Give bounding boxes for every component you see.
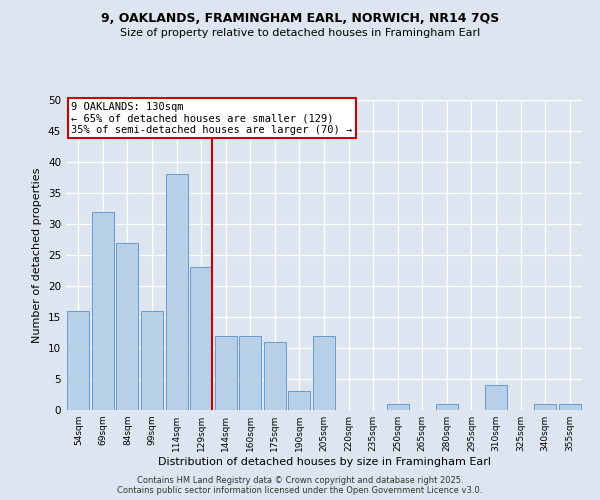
Text: 9, OAKLANDS, FRAMINGHAM EARL, NORWICH, NR14 7QS: 9, OAKLANDS, FRAMINGHAM EARL, NORWICH, N… [101, 12, 499, 26]
Bar [92, 212, 114, 410]
Bar [559, 404, 581, 410]
Bar [166, 174, 188, 410]
Bar [289, 392, 310, 410]
Bar [141, 311, 163, 410]
Text: Size of property relative to detached houses in Framingham Earl: Size of property relative to detached ho… [120, 28, 480, 38]
Bar [534, 404, 556, 410]
Bar [67, 311, 89, 410]
Text: Contains HM Land Registry data © Crown copyright and database right 2025.
Contai: Contains HM Land Registry data © Crown c… [118, 476, 482, 495]
X-axis label: Distribution of detached houses by size in Framingham Earl: Distribution of detached houses by size … [157, 457, 491, 467]
Text: 9 OAKLANDS: 130sqm
← 65% of detached houses are smaller (129)
35% of semi-detach: 9 OAKLANDS: 130sqm ← 65% of detached hou… [71, 102, 352, 134]
Bar [313, 336, 335, 410]
Bar [386, 404, 409, 410]
Bar [239, 336, 262, 410]
Bar [116, 242, 139, 410]
Y-axis label: Number of detached properties: Number of detached properties [32, 168, 43, 342]
Bar [190, 268, 212, 410]
Bar [485, 385, 507, 410]
Bar [436, 404, 458, 410]
Bar [264, 342, 286, 410]
Bar [215, 336, 237, 410]
